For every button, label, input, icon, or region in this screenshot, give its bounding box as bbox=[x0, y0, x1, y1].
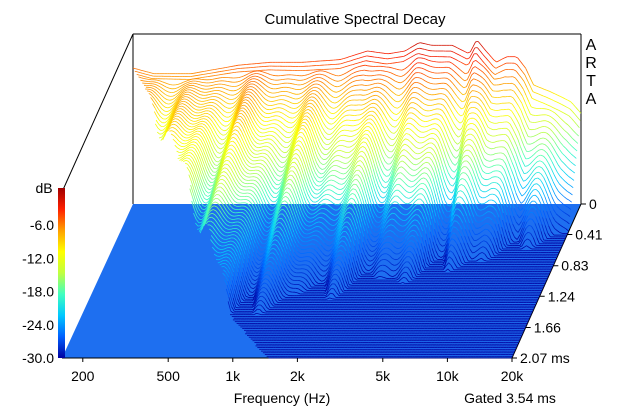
watermark-letter: T bbox=[586, 73, 596, 90]
decay-slice bbox=[184, 162, 555, 264]
watermark-letter: R bbox=[585, 55, 597, 72]
decay-slice bbox=[155, 99, 571, 217]
x-tick-label: 5k bbox=[375, 368, 391, 384]
decay-slice bbox=[160, 110, 567, 236]
decay-slice bbox=[189, 182, 552, 271]
decay-slice bbox=[158, 107, 568, 234]
x-tick-label: 200 bbox=[71, 368, 95, 384]
decay-slice bbox=[183, 160, 556, 262]
chart-title: Cumulative Spectral Decay bbox=[265, 11, 446, 28]
time-tick-label: 1.66 bbox=[534, 320, 561, 336]
time-tick-label: 1.24 bbox=[548, 288, 575, 304]
decay-slice bbox=[223, 269, 536, 307]
decay-slice bbox=[221, 266, 536, 305]
decay-slice bbox=[134, 47, 581, 121]
decay-slice bbox=[145, 82, 576, 174]
time-tick-label: 0.41 bbox=[575, 227, 602, 243]
decay-slice bbox=[167, 125, 564, 245]
time-tick-label: 0.83 bbox=[561, 258, 588, 274]
x-tick-label: 10k bbox=[436, 368, 460, 384]
decay-slice bbox=[198, 201, 548, 279]
watermark-letter: A bbox=[586, 91, 597, 108]
decay-slice bbox=[209, 228, 543, 291]
gate-note: Gated 3.54 ms bbox=[464, 390, 556, 406]
x-tick-label: 500 bbox=[157, 368, 181, 384]
decay-slice bbox=[156, 104, 569, 232]
decay-slice bbox=[201, 212, 546, 285]
decay-slice bbox=[224, 279, 534, 311]
decay-slice bbox=[225, 288, 533, 312]
decay-slice bbox=[210, 239, 541, 295]
decay-slice bbox=[215, 256, 539, 300]
decay-slice bbox=[205, 220, 544, 288]
decay-slice bbox=[132, 41, 582, 114]
decay-slice bbox=[170, 133, 562, 248]
decay-slice bbox=[191, 186, 551, 272]
decay-slice bbox=[210, 235, 542, 293]
decay-slice bbox=[227, 301, 533, 314]
x-tick-label: 20k bbox=[501, 368, 525, 384]
decay-slice bbox=[199, 209, 547, 283]
decay-slice bbox=[207, 224, 543, 290]
x-tick-label: 1k bbox=[225, 368, 241, 384]
y-tick-label: -24.0 bbox=[22, 317, 54, 333]
decay-slice bbox=[154, 101, 570, 225]
decay-slice bbox=[145, 77, 576, 167]
decay-slice bbox=[152, 93, 572, 203]
y-tick-label: -18.0 bbox=[22, 284, 54, 300]
decay-slice bbox=[219, 262, 537, 304]
x-axis-label: Frequency (Hz) bbox=[234, 390, 330, 406]
decay-slice bbox=[140, 62, 579, 144]
decay-slice bbox=[172, 136, 561, 250]
y-axis-label: dB bbox=[35, 180, 52, 196]
decay-slice bbox=[217, 259, 538, 302]
decay-slice bbox=[211, 246, 540, 297]
time-tick-label: 0 bbox=[589, 196, 597, 212]
decay-slice bbox=[162, 113, 567, 238]
decay-slice bbox=[150, 91, 573, 196]
decay-slice bbox=[148, 88, 574, 189]
decay-slice bbox=[142, 67, 578, 152]
decay-slice bbox=[203, 216, 545, 286]
side-wall-top-edge bbox=[61, 33, 134, 193]
decay-slice bbox=[164, 115, 566, 240]
decay-slice bbox=[146, 86, 575, 181]
decay-slice bbox=[136, 53, 580, 129]
decay-slice bbox=[153, 96, 572, 210]
x-tick-label: 2k bbox=[290, 368, 306, 384]
decay-slice bbox=[190, 178, 553, 269]
watermark-letter: A bbox=[586, 37, 597, 54]
decay-slice bbox=[230, 313, 532, 316]
time-tick-label: 2.07 ms bbox=[520, 350, 570, 366]
decay-slice bbox=[138, 57, 579, 137]
decay-slice bbox=[200, 205, 547, 281]
decay-slice bbox=[193, 190, 550, 274]
colorbar-gradient bbox=[58, 188, 65, 358]
y-tick-label: -6.0 bbox=[30, 217, 54, 233]
decay-slice bbox=[179, 154, 557, 259]
labels-layer: -6.0 -12.0 -18.0 -24.0 -30.0 200 500 1k 2k 5k 10k 2… bbox=[22, 196, 603, 384]
decay-slice bbox=[195, 194, 550, 276]
decay-slice bbox=[186, 166, 554, 266]
decay-slice bbox=[213, 253, 540, 298]
colorbar bbox=[58, 188, 65, 358]
decay-slice bbox=[174, 140, 561, 252]
y-tick-label: -30.0 bbox=[22, 350, 54, 366]
decay-slice bbox=[222, 272, 535, 309]
y-tick-label: -12.0 bbox=[22, 250, 54, 266]
decay-slices bbox=[132, 41, 582, 359]
decay-slice bbox=[143, 72, 577, 159]
decay-slice bbox=[197, 197, 549, 278]
